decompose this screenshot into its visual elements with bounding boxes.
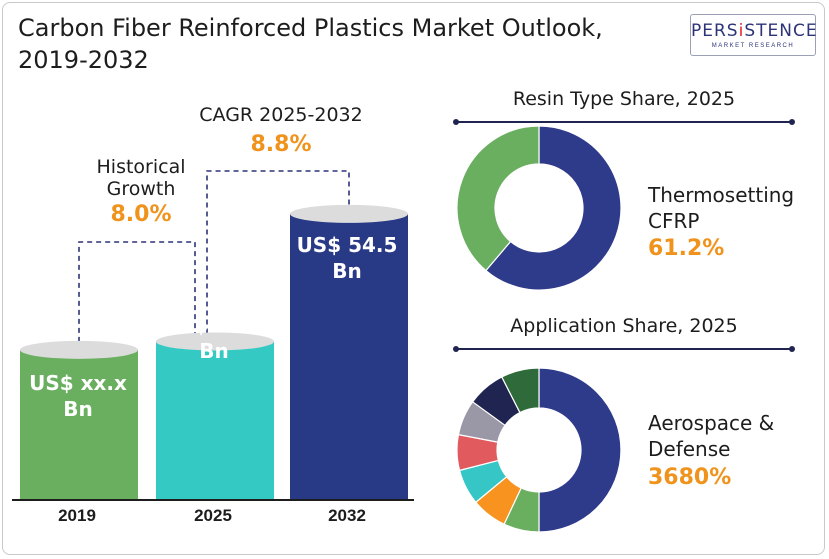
bar-series bbox=[20, 204, 408, 500]
bar-cap-2025 bbox=[156, 332, 274, 351]
resin-highlight-label: Thermosetting CFRP bbox=[648, 183, 795, 233]
x-tick-2019: 2019 bbox=[58, 506, 96, 525]
historical-growth-annotation: Historical Growth 8.0% bbox=[76, 156, 206, 228]
bar-label-2019: US$ xx.x Bn bbox=[29, 371, 127, 421]
application-highlight-label: Aerospace & Defense bbox=[648, 411, 775, 461]
cagr-annotation: CAGR 2025-2032 8.8% bbox=[196, 104, 366, 158]
application-highlight-value: 3680% bbox=[648, 465, 732, 490]
resin-highlight-value: 61.2% bbox=[648, 236, 725, 261]
bar-2032 bbox=[290, 213, 408, 500]
bar-cap-2032 bbox=[290, 204, 408, 223]
historical-growth-connector bbox=[78, 241, 196, 342]
bar-2019 bbox=[20, 349, 138, 500]
logo-tagline: MARKET RESEARCH bbox=[711, 43, 795, 49]
cagr-value: 8.8% bbox=[250, 132, 312, 157]
application-chart-title: Application Share, 2025 bbox=[510, 315, 738, 337]
page-title: Carbon Fiber Reinforced Plastics Market … bbox=[18, 12, 618, 76]
logo-name: PERSiSTENCE bbox=[691, 21, 818, 41]
bar-chart bbox=[12, 170, 414, 501]
bar-label-2025: US$ 30.2 Bn bbox=[163, 313, 265, 363]
bar-2025 bbox=[156, 341, 274, 500]
historical-growth-value: 8.0% bbox=[110, 202, 172, 227]
bar-label-2032: US$ 54.5 Bn bbox=[296, 233, 398, 283]
title-line-2: 2019-2032 bbox=[18, 46, 149, 74]
historical-growth-label: Historical Growth bbox=[96, 156, 186, 200]
cagr-connector bbox=[206, 170, 350, 334]
resin-chart-title: Resin Type Share, 2025 bbox=[512, 88, 736, 110]
cagr-label: CAGR 2025-2032 bbox=[199, 104, 363, 126]
x-tick-2032: 2032 bbox=[328, 506, 366, 525]
title-line-1: Carbon Fiber Reinforced Plastics Market … bbox=[18, 14, 603, 42]
company-logo: PERSiSTENCE MARKET RESEARCH bbox=[690, 14, 818, 56]
bar-cap-2019 bbox=[20, 340, 138, 359]
x-tick-2025: 2025 bbox=[194, 506, 232, 525]
growth-connectors bbox=[78, 170, 350, 342]
